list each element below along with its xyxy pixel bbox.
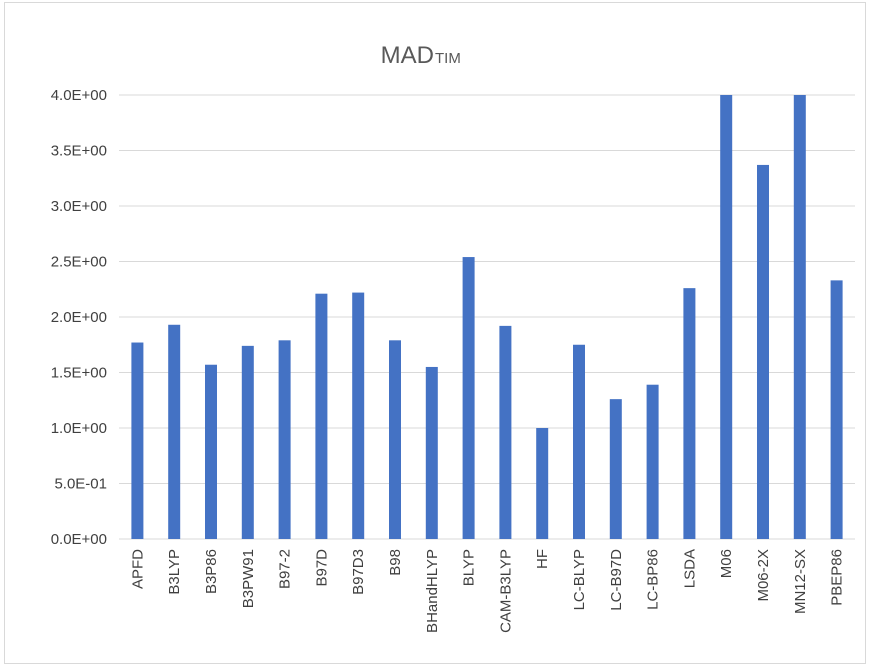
chart-title-subscript: TIM	[435, 50, 461, 67]
x-tick-label: HF	[534, 549, 551, 569]
y-tick-label: 1.0E+00	[51, 420, 107, 437]
bar-bhandhlyp	[425, 366, 438, 539]
x-tick-label: B97D3	[350, 549, 367, 595]
y-tick-label: 2.0E+00	[51, 309, 107, 326]
bar-b97d3	[352, 292, 365, 539]
x-tick-label: B97-2	[277, 549, 294, 589]
x-tick-label: B3LYP	[166, 549, 183, 595]
x-tick-label: BHandHLYP	[424, 549, 441, 633]
bar-m06-2x	[757, 164, 769, 539]
y-tick-label: 3.0E+00	[51, 198, 107, 215]
bar-lc-blyp	[573, 344, 585, 539]
x-tick-label: APFD	[129, 549, 146, 589]
y-tick-label: 5.0E-01	[54, 476, 107, 493]
y-tick-label: 1.5E+00	[51, 365, 107, 382]
bar-b97d	[315, 293, 328, 539]
y-tick-label: 2.5E+00	[51, 254, 107, 271]
x-tick-label: B98	[387, 549, 404, 576]
x-tick-label: BLYP	[461, 549, 478, 586]
y-tick-label: 0.0E+00	[51, 531, 107, 548]
x-tick-label: B97D	[313, 549, 330, 587]
bar-pbep86	[830, 280, 843, 539]
x-tick-label: B3P86	[203, 549, 220, 594]
bar-cam-b3lyp	[499, 325, 512, 539]
bar-blyp	[462, 257, 475, 539]
bar-mn12-sx	[793, 95, 806, 539]
bar-chart: MAD TIM 0.0E+00 5.0E-01 1.0E+00 1.5E+00 2.0E…	[51, 42, 855, 633]
bar-b97-2	[278, 340, 291, 539]
x-tick-label: B3PW91	[240, 549, 257, 608]
bar-m06	[720, 95, 733, 539]
chart-title: MAD	[381, 42, 434, 69]
x-tick-label: LC-BLYP	[571, 549, 588, 610]
bar-apfd	[131, 342, 144, 539]
bar-hf	[536, 428, 549, 539]
x-tick-label: PBEP86	[829, 549, 846, 606]
x-tick-label: LC-BP86	[645, 549, 662, 610]
x-tick-label: LSDA	[681, 549, 698, 588]
bar-lc-bp86	[646, 384, 659, 539]
x-tick-label: M06	[718, 549, 735, 578]
bar-b3p86	[205, 364, 217, 539]
y-tick-label: 3.5E+00	[51, 143, 107, 160]
x-tick-label: CAM-B3LYP	[497, 549, 514, 633]
x-tick-label: M06-2X	[755, 549, 772, 602]
bar-b3pw91	[241, 345, 254, 539]
bar-lc-b97d	[609, 399, 622, 539]
bar-b3lyp	[168, 324, 181, 539]
bar-b98	[389, 340, 401, 539]
chart-frame: MAD TIM 0.0E+00 5.0E-01 1.0E+00 1.5E+00 2.0E…	[4, 2, 866, 664]
x-tick-label: LC-B97D	[608, 549, 625, 611]
x-tick-label: MN12-SX	[792, 549, 809, 614]
y-tick-label: 4.0E+00	[51, 87, 107, 104]
bar-lsda	[683, 288, 696, 539]
